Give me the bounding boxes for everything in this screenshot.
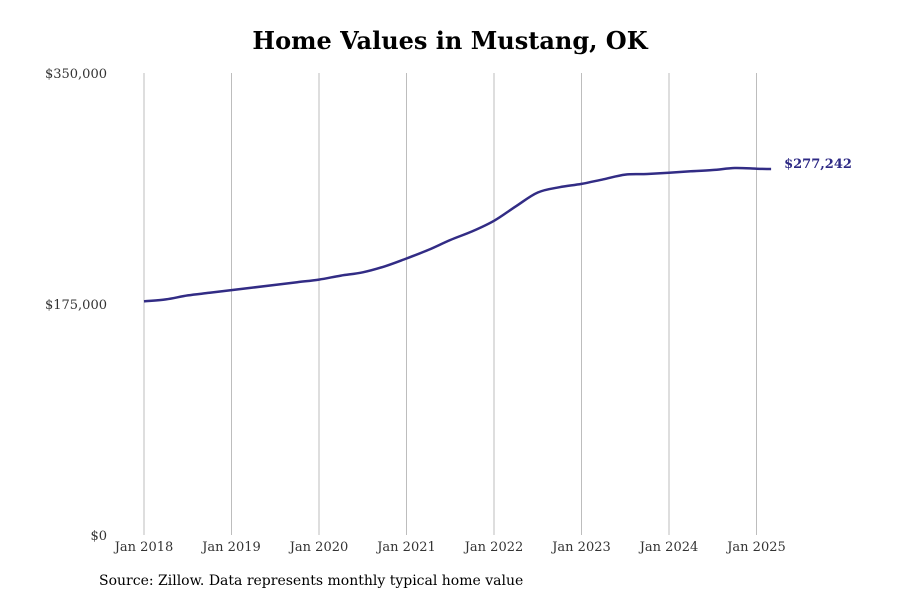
chart-title: Home Values in Mustang, OK — [252, 26, 648, 55]
y-tick-label: $0 — [90, 529, 107, 544]
series-line — [143, 166, 772, 303]
grid-lines — [143, 73, 757, 535]
x-tick-label: Jan 2019 — [200, 540, 261, 555]
series-group — [143, 166, 772, 303]
x-tick-label: Jan 2022 — [463, 540, 524, 555]
y-tick-label: $175,000 — [45, 298, 107, 313]
x-axis-ticks: Jan 2018 Jan 2019 Jan 2020 Jan 2021 Jan 2022… — [113, 540, 786, 555]
x-tick-label: Jan 2023 — [550, 540, 611, 555]
source-note: Source: Zillow. Data represents monthly … — [99, 573, 524, 589]
x-tick-label: Jan 2020 — [288, 540, 349, 555]
end-value-label: $277,242 — [784, 157, 852, 172]
x-tick-label: Jan 2021 — [375, 540, 436, 555]
x-tick-label: Jan 2025 — [725, 540, 786, 555]
y-axis-ticks: $350,000 $175,000 $0 — [45, 67, 107, 544]
x-tick-label: Jan 2024 — [638, 540, 699, 555]
x-tick-label: Jan 2018 — [113, 540, 174, 555]
y-tick-label: $350,000 — [45, 67, 107, 82]
